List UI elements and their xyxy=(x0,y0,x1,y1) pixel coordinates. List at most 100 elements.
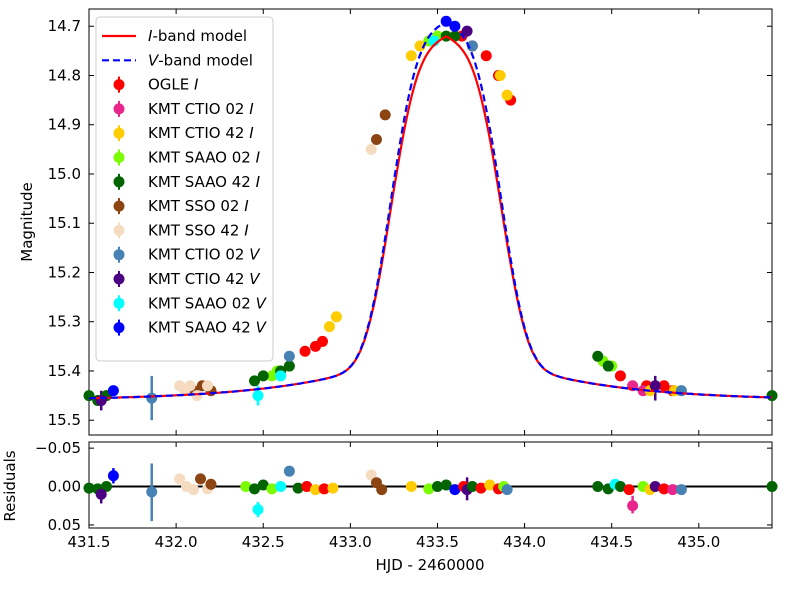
residuals-x-ticks: 431.5 432.0 432.5 433.0 433.5 434.0 434.5 435.0 xyxy=(68,442,720,551)
data-point-kmt-saao-42-i xyxy=(602,360,614,372)
residual-point xyxy=(466,481,478,493)
v-band-model-curve xyxy=(88,20,773,400)
data-point-kmt-ctio-42-i xyxy=(330,311,342,323)
residual-point xyxy=(376,484,388,496)
legend-label: KMT SAAO 42 I xyxy=(148,173,261,191)
data-point-kmt-ctio-42-i xyxy=(323,321,335,333)
data-point-kmt-ctio-42-v xyxy=(461,25,473,37)
data-point-kmt-saao-02-v xyxy=(252,390,264,402)
residual-point xyxy=(301,481,313,493)
legend-label: OGLE I xyxy=(148,76,199,94)
x-axis-label: HJD - 2460000 xyxy=(375,556,484,574)
residual-point xyxy=(318,483,330,495)
legend-label: KMT SSO 02 I xyxy=(148,197,249,215)
data-point-ogle-i xyxy=(480,50,492,62)
model-curves xyxy=(88,20,773,400)
data-point-kmt-sso-02-i xyxy=(379,109,391,121)
legend-label: KMT SAAO 02 V xyxy=(148,294,268,312)
x-tick-label: 432.5 xyxy=(242,533,285,551)
residual-point xyxy=(484,479,496,491)
residual-point xyxy=(257,479,269,491)
data-point-kmt-saao-42-i xyxy=(766,390,778,402)
data-point-kmt-sso-42-i xyxy=(184,380,196,392)
residual-point xyxy=(475,482,487,494)
data-point-kmt-ctio-02-v xyxy=(146,392,158,404)
main-panel: 14.7 14.8 14.9 15.0 15.1 15.2 15.3 15.4 15.5 Mag… xyxy=(18,8,778,436)
data-point-kmt-saao-42-i xyxy=(257,370,269,382)
legend-label: I-band model xyxy=(148,27,247,45)
residual-point xyxy=(658,483,670,495)
x-tick-label: 434.0 xyxy=(503,533,546,551)
data-point-kmt-ctio-02-v xyxy=(466,40,478,52)
legend-marker-swatch xyxy=(113,249,125,261)
data-point-kmt-sso-42-i xyxy=(191,390,203,402)
x-tick-label: 434.5 xyxy=(590,533,633,551)
y-tick-label: 15.2 xyxy=(48,263,81,281)
legend-marker-swatch xyxy=(113,103,125,115)
residual-point xyxy=(240,481,252,493)
data-point-kmt-sso-42-i xyxy=(365,143,377,155)
residual-point xyxy=(675,484,687,496)
legend-marker-swatch xyxy=(113,127,125,139)
residual-point xyxy=(83,482,95,494)
residual-point xyxy=(174,473,186,485)
data-point-kmt-saao-42-v xyxy=(107,385,119,397)
main-x-ticks xyxy=(88,9,700,435)
legend-label: KMT SSO 42 I xyxy=(148,221,249,239)
legend-marker-swatch xyxy=(113,297,125,309)
residual-point xyxy=(405,481,417,493)
residual-points xyxy=(83,463,778,522)
legend-marker-swatch xyxy=(113,322,125,334)
residual-point xyxy=(623,484,635,496)
data-point-kmt-ctio-42-v xyxy=(95,395,107,407)
legend-items: I-band model V-band model OGLE I KMT CTIO 0… xyxy=(102,27,268,337)
data-point-kmt-saao-42-i xyxy=(592,350,604,362)
residual-point xyxy=(252,504,264,516)
y-tick-label: 15.3 xyxy=(48,313,81,331)
residual-point xyxy=(649,481,661,493)
y-tick-label: 15.0 xyxy=(48,165,81,183)
x-tick-label: 431.5 xyxy=(68,533,111,551)
residuals-panel: −0.050.000.05 431.5 432.0 432.5 433.0 433.5 4… xyxy=(1,439,778,574)
residual-point xyxy=(195,473,207,485)
legend-label: KMT CTIO 02 V xyxy=(148,246,261,264)
legend: I-band model V-band model OGLE I KMT CTIO 0… xyxy=(95,16,274,362)
x-tick-label: 435.0 xyxy=(677,533,720,551)
y-tick-label: 0.05 xyxy=(48,516,81,534)
y-tick-label: −0.05 xyxy=(35,439,81,457)
data-point-ogle-i xyxy=(614,370,626,382)
y-tick-label: 15.4 xyxy=(48,362,81,380)
residual-point xyxy=(146,486,158,498)
legend-marker-swatch xyxy=(113,152,125,163)
residual-point xyxy=(188,484,200,496)
data-point-kmt-ctio-02-v xyxy=(283,350,295,362)
y-axis-label: Magnitude xyxy=(18,182,36,261)
residual-point xyxy=(440,479,452,491)
legend-label: KMT SAAO 42 V xyxy=(148,319,268,337)
data-point-kmt-ctio-42-i xyxy=(414,40,426,52)
data-point-kmt-sso-02-i xyxy=(370,134,382,146)
legend-box xyxy=(95,16,274,362)
data-point-kmt-ctio-42-i xyxy=(501,89,513,101)
legend-label: KMT CTIO 02 I xyxy=(148,100,254,118)
residual-point xyxy=(266,483,278,495)
data-point-ogle-i xyxy=(299,345,311,357)
residual-point xyxy=(365,469,377,481)
residual-point xyxy=(431,481,443,493)
main-y-ticks: 14.7 14.8 14.9 15.0 15.1 15.2 15.3 15.4 15.5 xyxy=(48,17,772,429)
legend-label: V-band model xyxy=(148,51,253,69)
residual-point xyxy=(627,500,639,512)
data-point-kmt-ctio-42-i xyxy=(405,50,417,62)
data-point-kmt-ctio-42-v xyxy=(649,380,661,392)
residual-point xyxy=(107,470,119,482)
residual-point xyxy=(501,484,513,496)
residuals-y-axis-label: Residuals xyxy=(1,450,19,521)
y-tick-label: 14.7 xyxy=(48,17,81,35)
residual-point xyxy=(592,481,604,493)
y-tick-label: 0.00 xyxy=(48,478,81,496)
data-point-ogle-i xyxy=(316,335,328,347)
residual-point xyxy=(95,488,107,500)
main-axes-frame xyxy=(88,8,773,436)
residual-point xyxy=(310,484,322,496)
